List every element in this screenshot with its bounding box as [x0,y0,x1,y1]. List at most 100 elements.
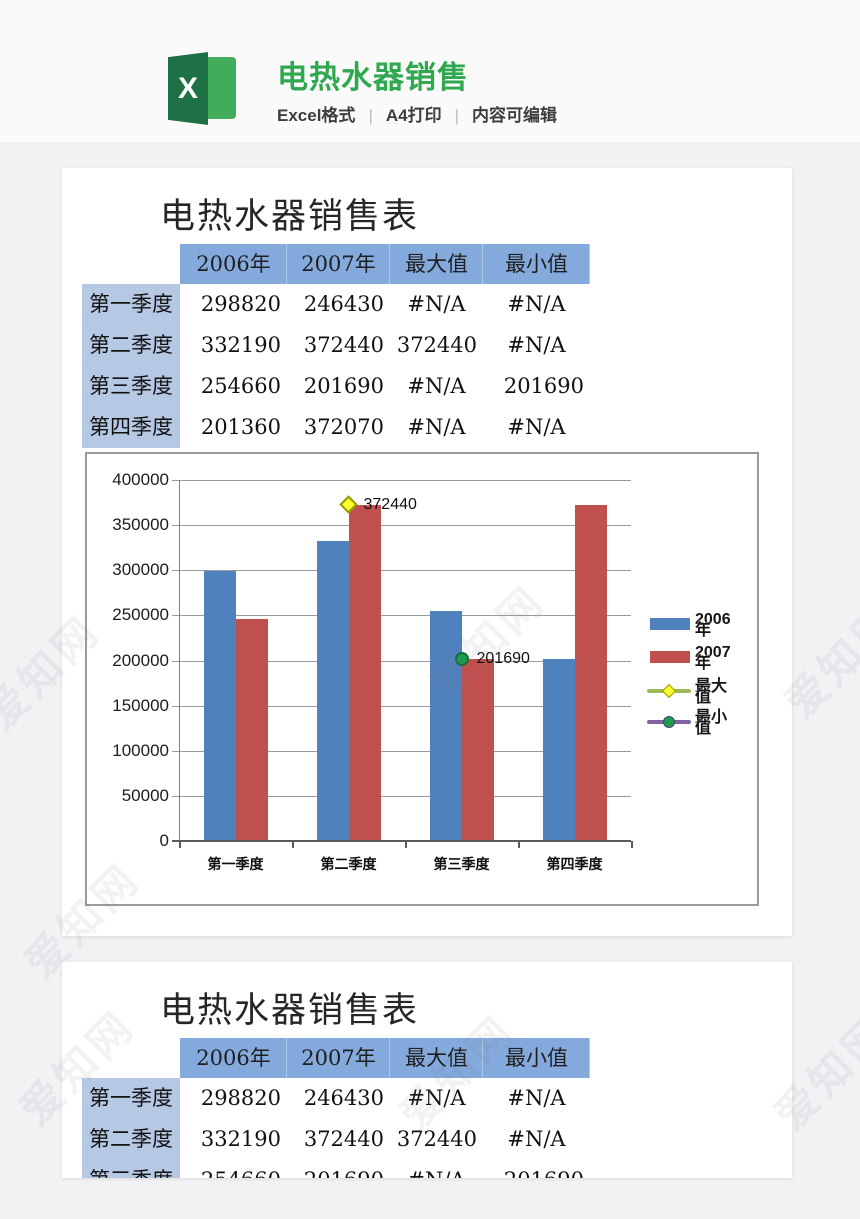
value-cell: #N/A [507,1127,566,1151]
column-header: 最小值 [483,244,590,284]
preview-page-2: 电热水器销售表 2006年 2007年 最大值 最小值 第一季度 298820 246430… [62,962,792,1178]
subtitle-separator: | [454,106,460,125]
table-header-row: 2006年 2007年 最大值 最小值 [82,1038,590,1078]
y-tick-label: 100000 [112,740,169,760]
value-cell: 372440 [303,1127,384,1151]
value-cell: 298820 [200,1086,281,1110]
row-label: 第二季度 [82,325,180,366]
sales-table: 2006年 2007年 最大值 最小值 第一季度 298820 246430 #N/A #N/A… [82,1038,590,1178]
y-tick-label: 400000 [112,470,169,489]
row-label: 第一季度 [82,1078,180,1119]
y-tick-label: 300000 [112,560,169,580]
x-axis-tick [179,841,181,848]
y-grid-line [172,570,631,572]
y-grid-line [172,795,631,797]
column-header: 最大值 [390,244,483,284]
value-cell: #N/A [407,1086,466,1110]
value-cell: #N/A [390,1160,483,1178]
bar-2006年-第四季度 [542,659,575,841]
value-cell: 298820 [200,292,281,316]
value-cell: 246430 [303,292,384,316]
row-label: 第四季度 [82,407,180,448]
y-grid-line [172,480,631,481]
bar-2007年-第三季度 [461,658,494,841]
header-band: X 电热水器销售 Excel格式 | A4打印 | 内容可编辑 [0,0,860,142]
table-row: 第二季度 332190 372440 372440 #N/A [82,325,590,366]
value-cell: #N/A [507,292,566,316]
value-cell: 201690 [483,1160,590,1178]
subtitle-editable: 内容可编辑 [472,106,558,125]
value-cell: 254660 [180,1160,287,1178]
row-label: 第二季度 [82,1119,180,1160]
bar-2007年-第四季度 [574,505,607,841]
value-cell: 372440 [396,333,477,357]
row-label: 第三季度 [82,1160,180,1178]
y-tick-label: 0 [159,831,169,850]
value-cell: 201360 [200,415,281,439]
column-header: 2007年 [287,1038,390,1078]
value-cell: 246430 [303,1086,384,1110]
value-cell: #N/A [507,333,566,357]
x-category-label: 第四季度 [546,856,603,872]
y-grid-line [172,705,631,707]
x-axis-line [172,840,631,842]
legend-label: 2006年 [695,611,731,639]
x-category-label: 第三季度 [433,856,490,872]
value-cell: 372070 [303,415,384,439]
y-tick-label: 50000 [121,785,169,805]
y-grid-line [172,525,631,527]
excel-icon-cover: X [168,52,208,125]
legend-label: 最大值 [695,678,728,706]
value-cell: 201690 [303,374,384,398]
bar-2007年-第一季度 [235,618,268,841]
table-row: 第四季度 201360 372070 #N/A #N/A [82,407,590,448]
y-grid-line [172,615,631,617]
subtitle-print: A4打印 [385,106,442,125]
table-header-row: 2006年 2007年 最大值 最小值 [82,244,590,284]
y-axis-line [179,480,180,843]
legend-circle-icon [663,716,675,728]
sales-table: 2006年 2007年 最大值 最小值 第一季度 298820 246430 #N/A #N/A… [82,244,590,448]
value-cell: 201690 [287,1160,390,1178]
y-tick-label: 200000 [112,650,169,670]
sheet-title: 电热水器销售表 [160,991,420,1031]
value-cell: #N/A [407,415,466,439]
marker-value-label: 372440 [363,495,417,513]
legend-label: 最小值 [695,709,728,737]
min-marker-circle-icon [454,651,469,666]
x-axis-tick [518,841,520,848]
excel-icon-letter: X [177,71,198,105]
bar-2007年-第二季度 [348,504,381,841]
column-header: 最小值 [483,1038,590,1078]
marker-value-label: 201690 [476,649,530,667]
x-axis-tick [405,841,407,848]
page-title: 电热水器销售 [277,60,469,95]
row-label: 第一季度 [82,284,180,325]
value-cell: 332190 [200,333,281,357]
y-grid-line [172,660,631,662]
legend-swatch-2007年 [650,651,690,663]
x-category-label: 第一季度 [207,856,264,872]
value-cell: 372440 [303,333,384,357]
value-cell: 332190 [200,1127,281,1151]
subtitle-separator: | [368,106,373,125]
x-category-label: 第二季度 [320,856,377,872]
value-cell: #N/A [407,292,466,316]
corner-cell [82,1038,180,1078]
value-cell: #N/A [507,415,566,439]
y-tick-label: 250000 [112,605,169,625]
table-row: 第二季度 332190 372440 372440 #N/A [82,1119,590,1160]
legend-swatch-2006年 [650,618,690,630]
column-header: 2007年 [287,244,390,284]
y-tick-label: 350000 [112,515,169,535]
legend-diamond-icon [661,683,677,699]
column-header: 最大值 [390,1038,483,1078]
x-axis-tick [292,841,294,848]
value-cell: #N/A [507,1086,566,1110]
table-row: 第一季度 298820 246430 #N/A #N/A [82,1078,590,1119]
value-cell: 201690 [503,374,584,398]
sheet-title: 电热水器销售表 [160,197,420,237]
sales-chart: 0 50000 100000 150000 200000 250000 300000 3500… [85,452,759,906]
